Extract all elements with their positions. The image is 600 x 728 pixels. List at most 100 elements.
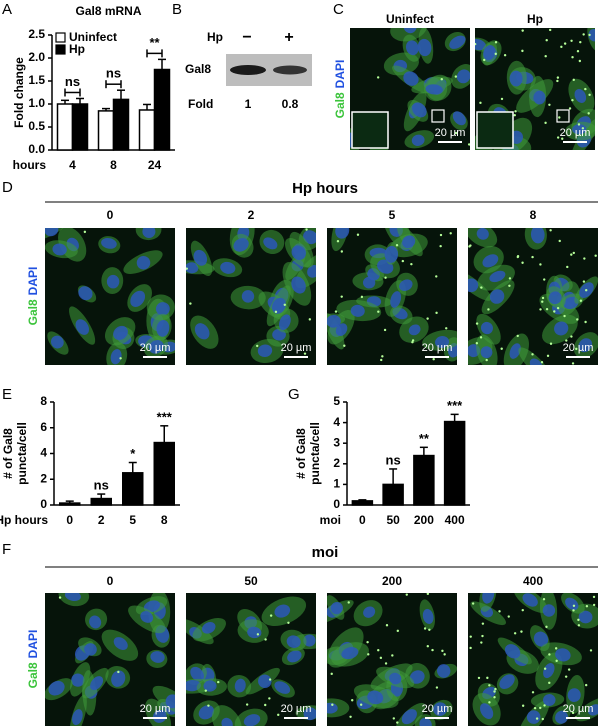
fold-value: 0.8 [282,97,299,111]
x-tick-label: 200 [414,513,434,527]
punctum [533,706,537,710]
punctum [380,358,383,362]
punctum [582,280,586,283]
punctum [395,244,399,247]
punctum [366,640,369,644]
punctum [356,233,360,236]
x-tick-label: 8 [161,513,168,527]
punctum [520,630,523,633]
column-label: Uninfect [386,12,434,26]
punctum [546,354,550,358]
punctum [589,649,593,652]
nucleus [113,637,128,650]
punctum [570,39,573,42]
micrograph: 20 µm [45,228,175,365]
y-tick-label: 4 [40,446,47,460]
punctum [567,668,571,671]
nucleus [482,593,495,604]
punctum [274,310,278,314]
nucleus [149,339,164,354]
punctum [535,717,539,720]
nucleus [75,319,90,335]
punctum [481,634,484,638]
x-tick-label: 0 [66,513,73,527]
nucleus [522,593,538,607]
punctum [575,347,578,351]
punctum [500,97,504,101]
nucleus [279,314,291,330]
nucleus [291,276,306,294]
punctum [554,647,558,650]
punctum [336,240,340,243]
punctum [572,78,575,82]
nucleus [482,254,499,268]
nucleus [48,680,65,696]
punctum [543,667,547,670]
punctum [340,250,344,253]
punctum [558,116,561,119]
punctum [577,624,581,627]
nucleus [533,631,549,647]
stain-name: DAPI [26,267,40,296]
x-tick-label: 4 [69,158,76,172]
punctum [186,267,188,270]
punctum [542,598,546,601]
punctum [521,608,524,612]
significance-label: * [130,446,136,461]
significance-label: ns [94,477,109,492]
punctum [268,678,272,681]
punctum [541,300,544,303]
bar [153,68,171,151]
legend-label: Uninfect [69,30,117,44]
punctum [553,310,556,313]
punctum [283,303,286,307]
punctum [440,77,443,81]
punctum [396,629,400,633]
punctum [349,715,352,718]
stain-name: Gal8 [26,299,40,325]
stain-name: Gal8 [26,662,40,688]
nucleus [243,714,261,726]
stain-label: Gal8 DAPI [333,60,347,119]
scale-label: 20 µm [422,342,453,354]
punctum [481,622,485,625]
punctum [396,721,399,724]
punctum [443,653,446,656]
nucleus [198,705,215,720]
column-label: 0 [107,208,114,222]
nucleus [286,635,301,648]
punctum [563,314,566,318]
column-label: 8 [530,208,537,222]
x-axis-label: Hp hours [0,513,48,527]
x-tick-label: 0 [359,513,366,527]
column-label: Hp [527,12,543,26]
punctum [439,244,442,248]
nucleus [142,228,156,238]
punctum [334,310,338,313]
significance-label: ns [65,74,80,89]
bar [112,98,130,151]
punctum [592,595,596,599]
panel-label: A [2,1,12,18]
nucleus [529,358,543,365]
punctum [582,33,585,36]
nucleus [578,338,593,353]
punctum [592,603,596,607]
stain-name: Gal8 [333,92,347,118]
punctum [594,254,597,257]
y-tick-label: 0.0 [28,142,45,156]
punctum [516,255,520,258]
punctum [401,259,405,263]
punctum [367,653,370,656]
punctum [548,28,552,32]
y-tick-label: 0 [40,497,47,511]
punctum [426,645,430,648]
y-tick-label: 5 [333,394,340,408]
nucleus [233,238,249,252]
punctum [579,299,583,302]
punctum [544,55,547,58]
inset-box [431,109,445,123]
punctum [479,101,482,105]
punctum [351,699,354,702]
nucleus [435,336,450,348]
